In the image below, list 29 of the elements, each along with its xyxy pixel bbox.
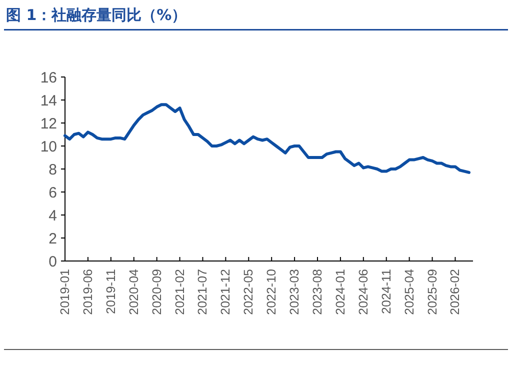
y-tick-label: 8 [48,161,57,178]
x-tick-label: 2019-06 [80,268,95,315]
x-tick-label: 2021-12 [218,268,233,315]
y-tick-label: 10 [40,138,57,156]
chart-title: 图 1：社融存量同比（%） [6,6,187,24]
y-tick-label: 12 [40,115,57,132]
x-tick-label: 2026-02 [448,268,462,315]
y-tick-label: 0 [48,253,57,270]
x-tick-label: 2020-09 [150,268,164,315]
x-tick-label: 2021-02 [172,268,187,315]
x-tick-label: 2023-03 [288,268,302,315]
y-tick-label: 4 [48,207,57,224]
y-tick-label: 16 [40,69,57,86]
line-series [64,103,470,174]
x-tick-label: 2019-11 [104,268,118,314]
x-tick-label: 2021-07 [196,268,210,315]
x-tick-label: 2022-05 [242,268,256,315]
x-tick-label: 2019-01 [58,268,72,315]
x-tick-label: 2025-04 [402,268,416,315]
x-tick-label: 2024-01 [333,268,348,315]
x-tick-label: 2022-10 [264,268,279,315]
y-tick-label: 14 [40,92,57,110]
y-tick-label: 6 [48,184,57,202]
x-tick-label: 2023-08 [310,268,324,315]
x-tick-label: 2024-06 [356,268,370,315]
x-tick-label: 2025-09 [425,268,440,315]
x-tick-label: 2020-04 [126,268,141,315]
y-tick-label: 2 [48,230,57,248]
x-tick-label: 2024-11 [379,268,394,314]
